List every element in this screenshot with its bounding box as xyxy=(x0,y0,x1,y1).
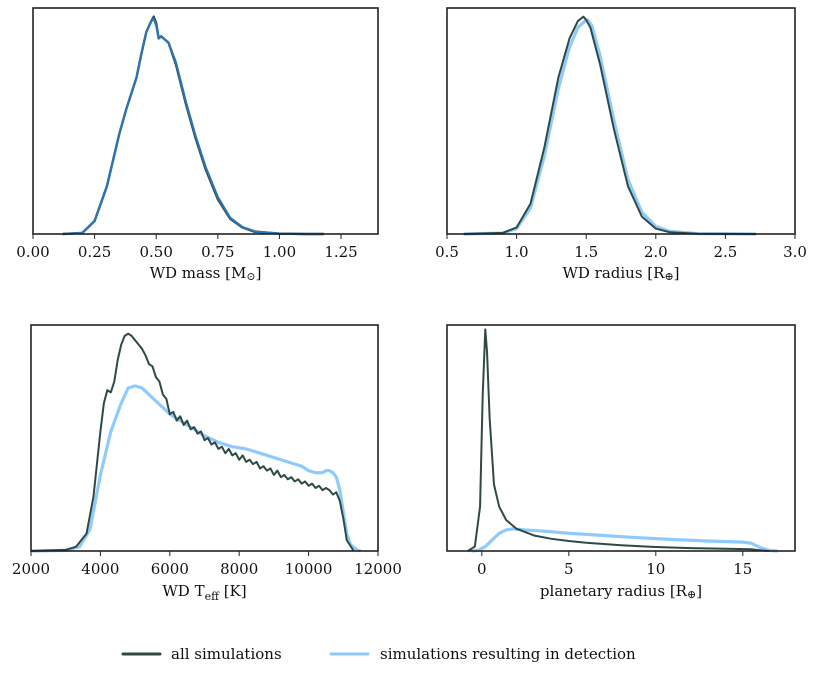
wd-radius-x-tick: 1.5 xyxy=(574,234,598,261)
wd-mass-series-detected-simulations xyxy=(62,17,324,236)
wd-teff-series-detected-simulations xyxy=(30,384,362,553)
wd-radius-x-tick-label: 3.0 xyxy=(783,243,807,261)
wd-mass-x-tick-label: 0.75 xyxy=(201,243,234,261)
wd-mass-x-tick: 0.25 xyxy=(78,234,111,261)
wd-teff-x-tick-label: 4000 xyxy=(81,560,119,578)
wd-radius-x-tick-label: 1.0 xyxy=(505,243,529,261)
wd-teff-curves xyxy=(30,332,362,553)
wd-teff-x-axis-label: WD Teff [K] xyxy=(162,582,246,603)
planet-radius-panel: 0 5 10 15 planetary radius [R⊕] xyxy=(446,324,796,601)
wd-radius-curves xyxy=(463,15,757,236)
wd-teff-axes-frame xyxy=(30,324,379,552)
wd-mass-x-tick: 0.50 xyxy=(140,234,173,261)
planet-radius-x-axis-label: planetary radius [R⊕] xyxy=(540,582,702,601)
wd-radius-x-axis-label: WD radius [R⊕] xyxy=(562,264,679,283)
wd-mass-x-tick-label: 1.25 xyxy=(324,243,357,261)
wd-radius-series-all-simulations xyxy=(463,15,757,235)
wd-radius-x-tick: 3.0 xyxy=(783,234,807,261)
wd-teff-x-tick: 12000 xyxy=(354,551,402,578)
planet-radius-x-tick: 10 xyxy=(646,551,665,578)
wd-radius-x-ticks: 0.5 1.0 1.5 2.0 2.5 3.0 xyxy=(435,234,807,261)
wd-mass-x-tick: 1.25 xyxy=(324,234,358,261)
wd-radius-x-tick: 2.5 xyxy=(713,234,737,261)
wd-teff-x-tick-label: 6000 xyxy=(151,560,189,578)
planet-radius-x-tick-label: 0 xyxy=(477,560,487,578)
wd-radius-x-tick: 0.5 xyxy=(435,234,459,261)
planet-radius-x-tick: 15 xyxy=(733,551,752,578)
planet-radius-x-tick-label: 5 xyxy=(564,560,574,578)
planet-radius-axes-frame xyxy=(446,324,796,552)
wd-mass-panel: 0.00 0.25 0.50 0.75 1.00 1.25 WD mass [M⊙] xyxy=(16,7,379,283)
wd-radius-x-tick: 2.0 xyxy=(644,234,668,261)
wd-mass-x-tick-label: 1.00 xyxy=(263,243,296,261)
wd-mass-axes-frame xyxy=(32,7,379,235)
wd-radius-x-tick-label: 0.5 xyxy=(435,243,459,261)
wd-mass-x-tick-label: 0.50 xyxy=(140,243,173,261)
planet-radius-curves xyxy=(467,328,778,553)
planet-radius-x-tick: 0 xyxy=(477,551,487,578)
wd-teff-x-tick: 2000 xyxy=(12,551,50,578)
planet-radius-x-tick-label: 10 xyxy=(646,560,665,578)
wd-radius-x-tick: 1.0 xyxy=(505,234,529,261)
wd-mass-x-tick-label: 0.00 xyxy=(16,243,49,261)
planet-radius-x-tick: 5 xyxy=(564,551,574,578)
legend-label-detected-simulations: simulations resulting in detection xyxy=(380,645,636,663)
wd-radius-x-tick-label: 2.5 xyxy=(713,243,737,261)
wd-mass-x-tick: 1.00 xyxy=(263,234,296,261)
wd-teff-x-tick: 4000 xyxy=(81,551,119,578)
wd-teff-x-tick: 6000 xyxy=(151,551,189,578)
wd-teff-x-tick: 8000 xyxy=(220,551,258,578)
planet-radius-series-all-simulations xyxy=(467,328,769,552)
wd-mass-x-tick: 0.75 xyxy=(201,234,235,261)
wd-mass-x-tick-label: 0.25 xyxy=(78,243,111,261)
wd-teff-x-tick-label: 8000 xyxy=(220,560,258,578)
wd-radius-axes-frame xyxy=(446,7,796,235)
wd-teff-x-tick: 10000 xyxy=(285,551,333,578)
wd-radius-panel: 0.5 1.0 1.5 2.0 2.5 3.0 WD radius [R⊕] xyxy=(435,7,807,283)
planet-radius-x-tick-label: 15 xyxy=(733,560,752,578)
wd-radius-x-tick-label: 1.5 xyxy=(574,243,598,261)
legend: all simulations simulations resulting in… xyxy=(121,645,636,663)
wd-teff-panel: 2000 4000 6000 8000 10000 12000 WD Teff [K] xyxy=(12,324,402,603)
planet-radius-series-detected-simulations xyxy=(471,527,778,553)
wd-radius-x-tick-label: 2.0 xyxy=(644,243,668,261)
wd-teff-x-tick-label: 2000 xyxy=(12,560,50,578)
wd-radius-series-detected-simulations xyxy=(463,18,757,236)
wd-mass-x-axis-label: WD mass [M⊙] xyxy=(150,264,262,283)
wd-teff-x-tick-label: 10000 xyxy=(285,560,333,578)
wd-teff-series-all-simulations xyxy=(30,332,355,552)
wd-mass-x-ticks: 0.00 0.25 0.50 0.75 1.00 1.25 xyxy=(16,234,358,261)
wd-teff-x-tick-label: 12000 xyxy=(354,560,402,578)
wd-mass-x-tick: 0.00 xyxy=(16,234,50,261)
legend-label-all-simulations: all simulations xyxy=(171,645,282,663)
planet-radius-x-ticks: 0 5 10 15 xyxy=(477,551,752,578)
wd-teff-x-ticks: 2000 4000 6000 8000 10000 12000 xyxy=(12,551,402,578)
wd-mass-curves xyxy=(62,15,324,236)
